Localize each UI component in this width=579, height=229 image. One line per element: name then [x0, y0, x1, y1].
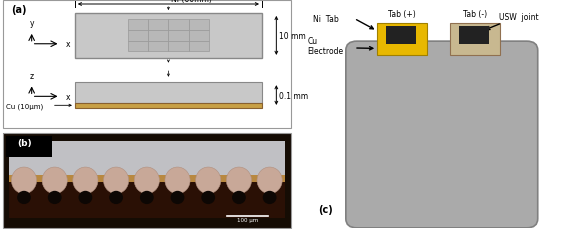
Bar [168, 31, 189, 41]
Text: x: x [66, 93, 71, 101]
Ellipse shape [12, 167, 36, 194]
Ellipse shape [140, 191, 153, 204]
Bar [148, 41, 168, 52]
Ellipse shape [42, 167, 67, 194]
Ellipse shape [165, 167, 190, 194]
Text: Cu (10μm): Cu (10μm) [6, 103, 43, 109]
Ellipse shape [196, 167, 221, 194]
Text: Ni  Tab: Ni Tab [313, 15, 339, 24]
Text: (c): (c) [318, 204, 333, 214]
Bar [386, 27, 416, 44]
Bar [189, 20, 208, 31]
Ellipse shape [48, 191, 61, 204]
Bar [189, 31, 208, 41]
Ellipse shape [232, 191, 246, 204]
Text: Tab (+): Tab (+) [388, 10, 416, 19]
Bar [148, 31, 168, 41]
Bar [450, 24, 500, 56]
Text: y: y [30, 19, 34, 28]
Text: 100 μm: 100 μm [237, 217, 258, 222]
Bar [148, 20, 168, 31]
Ellipse shape [17, 191, 31, 204]
Text: Cu
Electrode: Cu Electrode [307, 37, 343, 56]
Text: 0.1 mm: 0.1 mm [279, 91, 309, 100]
Ellipse shape [201, 191, 215, 204]
FancyBboxPatch shape [346, 42, 538, 228]
Bar [459, 27, 489, 44]
Ellipse shape [257, 167, 282, 194]
Text: Ni (60mm): Ni (60mm) [171, 0, 212, 4]
Bar [9, 142, 285, 176]
Ellipse shape [109, 191, 123, 204]
Bar [128, 20, 148, 31]
Text: 10 mm: 10 mm [279, 32, 306, 41]
Bar [75, 83, 262, 103]
Text: x: x [66, 40, 71, 49]
Bar [9, 176, 285, 218]
Ellipse shape [226, 167, 251, 194]
Bar [168, 41, 189, 52]
Bar [168, 20, 189, 31]
Bar [377, 24, 427, 56]
Text: (b): (b) [17, 138, 32, 147]
Ellipse shape [171, 191, 185, 204]
Ellipse shape [73, 167, 98, 194]
Text: (a): (a) [12, 5, 27, 15]
Ellipse shape [104, 167, 129, 194]
Text: USW  joint: USW joint [499, 13, 539, 22]
Ellipse shape [263, 191, 277, 204]
Bar [75, 14, 262, 59]
Bar [9, 175, 285, 183]
Bar [128, 41, 148, 52]
Text: Tab (-): Tab (-) [463, 10, 487, 19]
Bar [75, 103, 262, 108]
Ellipse shape [134, 167, 159, 194]
Text: z: z [30, 71, 34, 80]
Bar [128, 31, 148, 41]
Bar [189, 41, 208, 52]
Bar [6, 136, 52, 157]
Ellipse shape [79, 191, 92, 204]
